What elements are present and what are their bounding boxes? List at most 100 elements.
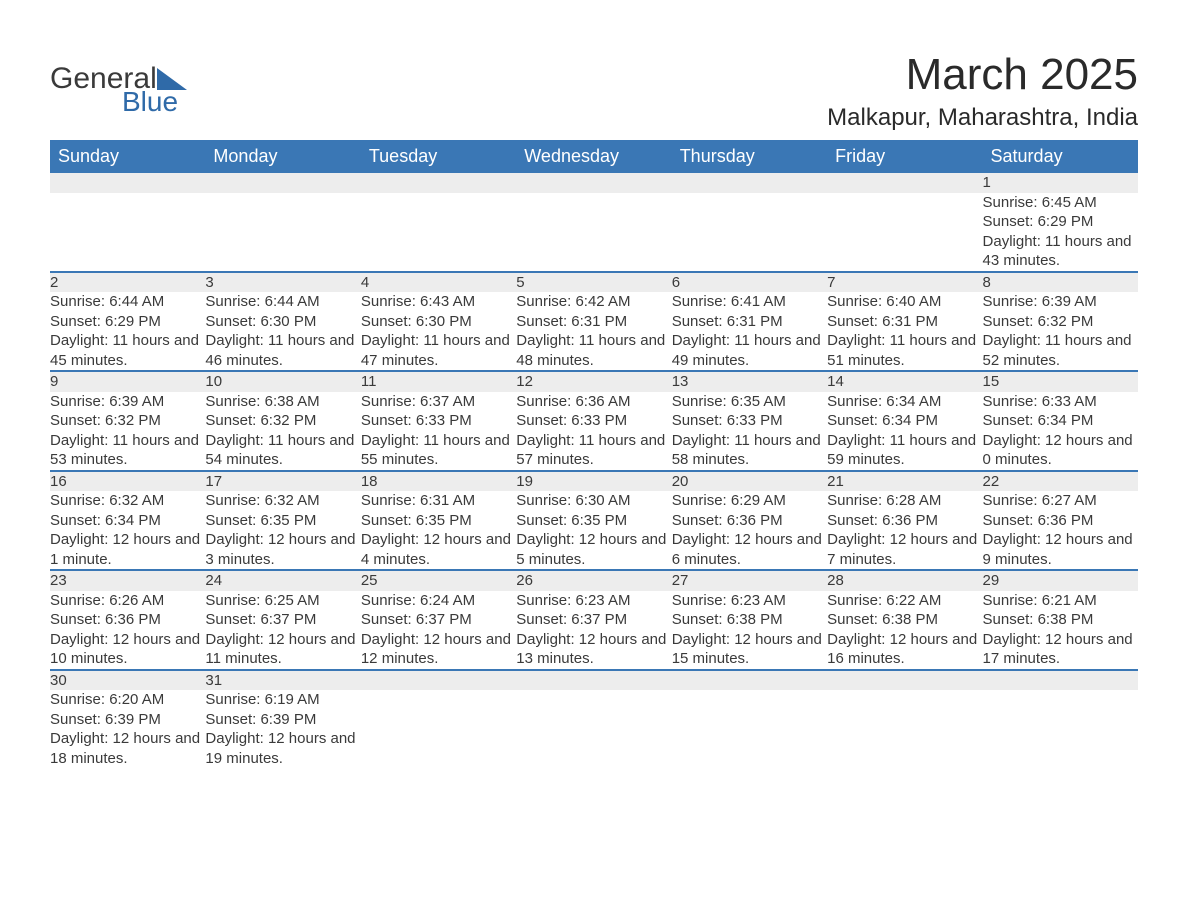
weekday-header-row: Sunday Monday Tuesday Wednesday Thursday… [50, 140, 1138, 173]
day-detail-cell: Sunrise: 6:21 AMSunset: 6:38 PMDaylight:… [983, 591, 1138, 670]
day-number-cell [983, 670, 1138, 691]
day-number-cell [50, 173, 205, 193]
day-detail-cell: Sunrise: 6:34 AMSunset: 6:34 PMDaylight:… [827, 392, 982, 471]
sunrise-text: Sunrise: 6:26 AM [50, 591, 205, 611]
day-number-cell: 10 [205, 371, 360, 392]
daylight-text: Daylight: 11 hours and 54 minutes. [205, 431, 360, 470]
day-number-cell: 19 [516, 471, 671, 492]
day-number-cell: 28 [827, 570, 982, 591]
weekday-header: Friday [827, 140, 982, 173]
sunrise-text: Sunrise: 6:35 AM [672, 392, 827, 412]
day-detail-cell: Sunrise: 6:19 AMSunset: 6:39 PMDaylight:… [205, 690, 360, 768]
sunset-text: Sunset: 6:39 PM [205, 710, 360, 730]
sunset-text: Sunset: 6:33 PM [516, 411, 671, 431]
day-number-cell [672, 173, 827, 193]
sunrise-text: Sunrise: 6:45 AM [983, 193, 1138, 213]
day-detail-cell: Sunrise: 6:33 AMSunset: 6:34 PMDaylight:… [983, 392, 1138, 471]
logo: General Blue [50, 62, 187, 118]
sunset-text: Sunset: 6:34 PM [50, 511, 205, 531]
header: General Blue March 2025 Malkapur, Mahara… [50, 50, 1138, 132]
location: Malkapur, Maharashtra, India [827, 104, 1138, 132]
day-detail-cell: Sunrise: 6:32 AMSunset: 6:35 PMDaylight:… [205, 491, 360, 570]
day-number-cell: 30 [50, 670, 205, 691]
day-number-cell: 12 [516, 371, 671, 392]
daylight-text: Daylight: 11 hours and 55 minutes. [361, 431, 516, 470]
sunrise-text: Sunrise: 6:32 AM [50, 491, 205, 511]
sunset-text: Sunset: 6:31 PM [672, 312, 827, 332]
daylight-text: Daylight: 12 hours and 9 minutes. [983, 530, 1138, 569]
day-number-cell: 21 [827, 471, 982, 492]
day-number-cell: 29 [983, 570, 1138, 591]
day-detail-cell [827, 690, 982, 768]
sunset-text: Sunset: 6:34 PM [827, 411, 982, 431]
day-number-cell: 1 [983, 173, 1138, 193]
weekday-header: Saturday [983, 140, 1138, 173]
day-detail-row: Sunrise: 6:39 AMSunset: 6:32 PMDaylight:… [50, 392, 1138, 471]
day-number-cell: 14 [827, 371, 982, 392]
daylight-text: Daylight: 11 hours and 52 minutes. [983, 331, 1138, 370]
day-number-cell: 16 [50, 471, 205, 492]
day-detail-cell: Sunrise: 6:39 AMSunset: 6:32 PMDaylight:… [983, 292, 1138, 371]
day-number-cell: 6 [672, 272, 827, 293]
sunset-text: Sunset: 6:29 PM [983, 212, 1138, 232]
day-detail-cell: Sunrise: 6:23 AMSunset: 6:37 PMDaylight:… [516, 591, 671, 670]
weekday-header: Tuesday [361, 140, 516, 173]
day-detail-cell: Sunrise: 6:31 AMSunset: 6:35 PMDaylight:… [361, 491, 516, 570]
sunset-text: Sunset: 6:29 PM [50, 312, 205, 332]
sunrise-text: Sunrise: 6:25 AM [205, 591, 360, 611]
daylight-text: Daylight: 12 hours and 15 minutes. [672, 630, 827, 669]
logo-text-blue: Blue [122, 86, 187, 118]
daylight-text: Daylight: 12 hours and 19 minutes. [205, 729, 360, 768]
daylight-text: Daylight: 11 hours and 43 minutes. [983, 232, 1138, 271]
sunrise-text: Sunrise: 6:19 AM [205, 690, 360, 710]
sunrise-text: Sunrise: 6:44 AM [50, 292, 205, 312]
day-number-cell [516, 670, 671, 691]
day-number-cell: 27 [672, 570, 827, 591]
daylight-text: Daylight: 12 hours and 16 minutes. [827, 630, 982, 669]
day-detail-cell: Sunrise: 6:28 AMSunset: 6:36 PMDaylight:… [827, 491, 982, 570]
day-number-cell [672, 670, 827, 691]
sunset-text: Sunset: 6:35 PM [361, 511, 516, 531]
sunset-text: Sunset: 6:35 PM [205, 511, 360, 531]
day-number-row: 23242526272829 [50, 570, 1138, 591]
daylight-text: Daylight: 11 hours and 59 minutes. [827, 431, 982, 470]
daylight-text: Daylight: 12 hours and 6 minutes. [672, 530, 827, 569]
sunset-text: Sunset: 6:36 PM [50, 610, 205, 630]
day-number-cell: 31 [205, 670, 360, 691]
sunrise-text: Sunrise: 6:41 AM [672, 292, 827, 312]
daylight-text: Daylight: 12 hours and 12 minutes. [361, 630, 516, 669]
day-number-cell: 3 [205, 272, 360, 293]
day-detail-cell: Sunrise: 6:26 AMSunset: 6:36 PMDaylight:… [50, 591, 205, 670]
daylight-text: Daylight: 11 hours and 51 minutes. [827, 331, 982, 370]
day-detail-cell [205, 193, 360, 272]
day-number-cell: 7 [827, 272, 982, 293]
sunrise-text: Sunrise: 6:39 AM [50, 392, 205, 412]
day-detail-cell: Sunrise: 6:37 AMSunset: 6:33 PMDaylight:… [361, 392, 516, 471]
daylight-text: Daylight: 12 hours and 13 minutes. [516, 630, 671, 669]
day-detail-cell [672, 690, 827, 768]
daylight-text: Daylight: 12 hours and 4 minutes. [361, 530, 516, 569]
day-number-cell [361, 670, 516, 691]
day-number-cell: 8 [983, 272, 1138, 293]
day-detail-cell: Sunrise: 6:35 AMSunset: 6:33 PMDaylight:… [672, 392, 827, 471]
day-number-cell: 13 [672, 371, 827, 392]
day-detail-cell: Sunrise: 6:42 AMSunset: 6:31 PMDaylight:… [516, 292, 671, 371]
daylight-text: Daylight: 11 hours and 48 minutes. [516, 331, 671, 370]
sunset-text: Sunset: 6:39 PM [50, 710, 205, 730]
daylight-text: Daylight: 12 hours and 18 minutes. [50, 729, 205, 768]
sunrise-text: Sunrise: 6:21 AM [983, 591, 1138, 611]
sunrise-text: Sunrise: 6:29 AM [672, 491, 827, 511]
sunrise-text: Sunrise: 6:38 AM [205, 392, 360, 412]
sunset-text: Sunset: 6:34 PM [983, 411, 1138, 431]
day-detail-cell [361, 193, 516, 272]
sunrise-text: Sunrise: 6:20 AM [50, 690, 205, 710]
day-number-cell: 5 [516, 272, 671, 293]
day-detail-cell: Sunrise: 6:22 AMSunset: 6:38 PMDaylight:… [827, 591, 982, 670]
sunrise-text: Sunrise: 6:27 AM [983, 491, 1138, 511]
day-detail-cell: Sunrise: 6:36 AMSunset: 6:33 PMDaylight:… [516, 392, 671, 471]
sunrise-text: Sunrise: 6:43 AM [361, 292, 516, 312]
sunset-text: Sunset: 6:32 PM [205, 411, 360, 431]
day-detail-cell: Sunrise: 6:23 AMSunset: 6:38 PMDaylight:… [672, 591, 827, 670]
sunrise-text: Sunrise: 6:22 AM [827, 591, 982, 611]
day-detail-cell [361, 690, 516, 768]
